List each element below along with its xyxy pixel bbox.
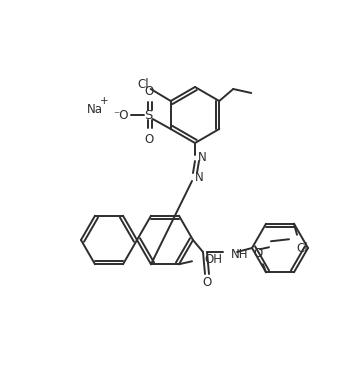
Text: Na: Na: [87, 102, 103, 115]
Text: O: O: [202, 276, 211, 289]
Text: O: O: [144, 84, 153, 98]
Text: +: +: [100, 96, 109, 106]
Text: Cl: Cl: [296, 242, 308, 255]
Text: O: O: [144, 132, 153, 145]
Text: N: N: [198, 151, 206, 164]
Text: Cl: Cl: [137, 77, 149, 91]
Text: NH: NH: [231, 248, 249, 260]
Text: OH: OH: [204, 253, 222, 266]
Text: ⁻O: ⁻O: [113, 108, 128, 121]
Text: O: O: [253, 247, 262, 260]
Text: N: N: [195, 171, 203, 184]
Text: S: S: [145, 108, 153, 121]
